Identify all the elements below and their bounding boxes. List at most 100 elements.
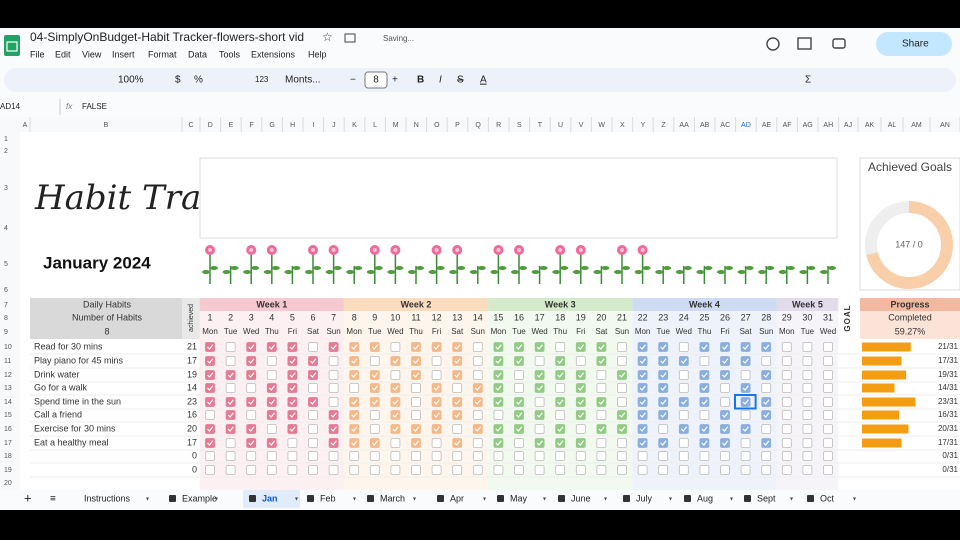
checkbox[interactable] [823, 342, 833, 352]
menu-item[interactable]: Insert [112, 49, 135, 59]
checkbox[interactable] [699, 438, 710, 448]
menu-item[interactable]: Format [148, 49, 177, 59]
strike-button[interactable]: S [457, 75, 464, 86]
checkbox[interactable] [575, 356, 586, 366]
checkbox[interactable] [308, 451, 318, 461]
column-header[interactable]: AG [803, 122, 813, 129]
checkbox[interactable] [390, 370, 401, 380]
checkbox[interactable] [637, 424, 648, 434]
row-header[interactable]: 19 [4, 467, 12, 474]
column-header[interactable]: V [579, 122, 584, 129]
checkbox[interactable] [514, 356, 524, 366]
checkbox[interactable] [452, 465, 463, 475]
checkbox[interactable] [308, 438, 318, 448]
checkbox[interactable] [411, 424, 421, 434]
checkbox[interactable] [246, 438, 257, 448]
checkbox[interactable] [225, 465, 236, 475]
checkbox[interactable] [349, 410, 360, 420]
checkbox[interactable] [390, 438, 401, 448]
checkbox[interactable] [617, 451, 627, 461]
checkbox[interactable] [390, 383, 401, 393]
checkbox[interactable] [411, 438, 421, 448]
checkbox[interactable] [266, 397, 277, 407]
sheet-tab[interactable]: July [636, 493, 653, 503]
checkbox[interactable] [246, 465, 257, 475]
row-header[interactable]: 18 [4, 453, 12, 460]
checkbox[interactable] [637, 410, 648, 420]
column-header[interactable]: AC [720, 122, 730, 129]
checkbox[interactable] [493, 438, 504, 448]
font-family[interactable]: Monts... [285, 75, 321, 86]
checkbox[interactable] [472, 342, 483, 352]
checkbox[interactable] [308, 397, 318, 407]
checkbox[interactable] [205, 465, 215, 475]
checkbox[interactable] [266, 451, 277, 461]
column-header[interactable]: Y [641, 122, 646, 129]
column-header[interactable]: W [598, 122, 605, 129]
checkbox[interactable] [555, 356, 566, 366]
checkbox[interactable] [411, 356, 421, 366]
checkbox[interactable] [534, 342, 545, 352]
checkbox[interactable] [452, 356, 463, 366]
checkbox[interactable] [678, 383, 689, 393]
checkbox[interactable] [740, 397, 751, 407]
checkbox[interactable] [596, 356, 607, 366]
checkbox[interactable] [390, 465, 401, 475]
checkbox[interactable] [514, 410, 524, 420]
checkbox[interactable] [555, 438, 566, 448]
column-header[interactable]: AE [762, 122, 772, 129]
checkbox[interactable] [823, 424, 833, 434]
checkbox[interactable] [596, 370, 607, 380]
sheet-tab[interactable]: March [380, 493, 405, 503]
functions-button[interactable]: Σ [805, 75, 811, 86]
checkbox[interactable] [246, 424, 257, 434]
column-header[interactable]: U [558, 122, 563, 129]
folder-icon[interactable] [344, 33, 356, 43]
checkbox[interactable] [308, 465, 318, 475]
checkbox[interactable] [205, 438, 215, 448]
font-size-box[interactable] [364, 71, 388, 89]
sheet-tab[interactable]: Feb [320, 493, 336, 503]
row-header[interactable]: 10 [4, 344, 12, 351]
checkbox[interactable] [823, 356, 833, 366]
checkbox[interactable] [658, 383, 669, 393]
checkbox[interactable] [266, 424, 277, 434]
tab-menu[interactable]: ▾ [604, 497, 607, 503]
checkbox[interactable] [802, 397, 813, 407]
checkbox[interactable] [534, 424, 545, 434]
checkbox[interactable] [617, 370, 627, 380]
formula[interactable]: FALSE [82, 102, 107, 111]
checkbox[interactable] [575, 424, 586, 434]
checkbox[interactable] [740, 451, 751, 461]
checkbox[interactable] [308, 424, 318, 434]
checkbox[interactable] [411, 451, 421, 461]
checkbox[interactable] [802, 465, 813, 475]
checkbox[interactable] [534, 465, 545, 475]
checkbox[interactable] [617, 397, 627, 407]
menu-item[interactable]: View [82, 49, 102, 59]
checkbox[interactable] [493, 370, 504, 380]
checkbox[interactable] [740, 342, 751, 352]
column-header[interactable]: Z [661, 122, 666, 129]
checkbox[interactable] [555, 370, 566, 380]
sheet-tab[interactable]: Aug [697, 493, 713, 503]
row-header[interactable]: 5 [4, 261, 8, 268]
column-header[interactable]: L [373, 122, 377, 129]
column-header[interactable]: P [455, 122, 460, 129]
column-header[interactable]: H [290, 122, 295, 129]
percent-format[interactable]: % [194, 75, 203, 86]
checkbox[interactable] [637, 383, 648, 393]
checkbox[interactable] [575, 383, 586, 393]
share-label[interactable]: Share [902, 39, 929, 50]
checkbox[interactable] [575, 397, 586, 407]
checkbox[interactable] [514, 438, 524, 448]
name-box[interactable]: AD14 [0, 102, 21, 111]
checkbox[interactable] [678, 397, 689, 407]
checkbox[interactable] [555, 342, 566, 352]
star-icon[interactable]: ☆ [322, 30, 333, 44]
column-header[interactable]: AD [741, 122, 751, 129]
column-header[interactable]: K [352, 122, 357, 129]
checkbox[interactable] [246, 370, 257, 380]
checkbox[interactable] [699, 465, 710, 475]
checkbox[interactable] [514, 397, 524, 407]
